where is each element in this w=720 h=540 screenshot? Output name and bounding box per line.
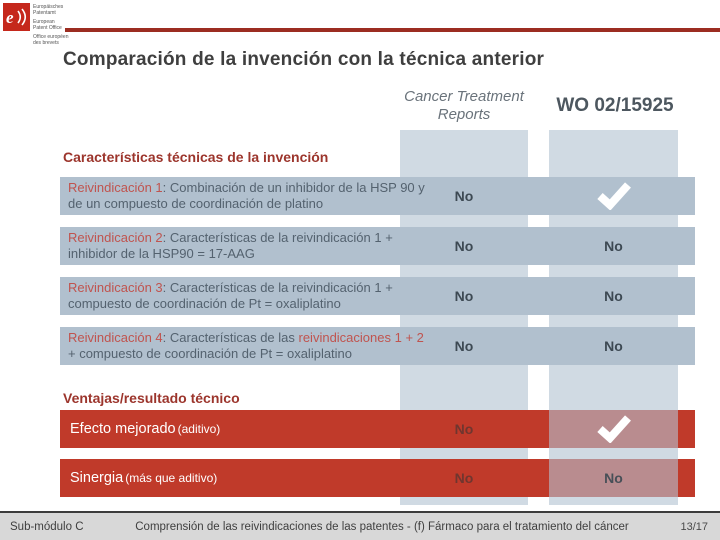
claim-body: : Combinación de un inhibidor de la HSP … (68, 180, 425, 211)
no-value: No (454, 338, 474, 354)
epo-logo: e (3, 3, 30, 31)
epo-logo-text: Europäisches Patentamt European Patent O… (33, 4, 69, 49)
no-value: No (454, 188, 474, 204)
cell-claim-3-wo: No (549, 277, 678, 315)
cell-claim-1-wo (549, 177, 678, 215)
section-header-advantages: Ventajas/resultado técnico (63, 390, 240, 406)
logo-line: des brevets (33, 40, 59, 46)
claim-label: Reivindicación 2 (68, 230, 163, 245)
logo-line: Patentamt (33, 10, 56, 16)
claim-2-text: Reivindicación 2: Características de la … (68, 230, 428, 262)
cell-claim-2-ctr: No (400, 227, 528, 265)
logo-line: Office européen (33, 34, 69, 40)
header-rule (65, 28, 720, 32)
no-value: No (604, 288, 623, 304)
claim-3-text: Reivindicación 3: Características de la … (68, 280, 428, 312)
svg-text:e: e (6, 8, 14, 27)
cell-claim-1-ctr: No (400, 177, 528, 215)
column-header-cancer-treatment-reports: Cancer Treatment Reports (404, 88, 524, 123)
footer-page-number: 13/17 (680, 520, 708, 533)
claim-4-text: Reivindicación 4: Características de las… (68, 330, 424, 361)
cell-claim-2-wo: No (549, 227, 678, 265)
column-header-wo-patent: WO 02/15925 (556, 95, 674, 116)
cell-claim-4-wo: No (549, 327, 678, 365)
table-row-improved-effect: Efecto mejorado (aditivo) No (60, 410, 695, 448)
claim-label: Reivindicación 1 (68, 180, 163, 195)
cell-advantage-1-ctr: No (400, 410, 528, 448)
table-row-claim-3: Reivindicación 3: Características de la … (60, 277, 695, 315)
no-value: No (454, 288, 474, 304)
table-row-claim-1: Reivindicación 1: Combinación de un inhi… (60, 177, 695, 215)
claim-body: : Características de la reivindicación 1… (68, 280, 393, 311)
cell-band-overlay (549, 459, 678, 497)
logo-line: Patent Office (33, 25, 62, 31)
cell-advantage-1-wo (549, 410, 678, 448)
table-row-claim-2: Reivindicación 2: Características de la … (60, 227, 695, 265)
cell-claim-3-ctr: No (400, 277, 528, 315)
table-row-claim-4: Reivindicación 4: Características de las… (60, 327, 695, 365)
check-icon (596, 182, 631, 210)
claim-label: Reivindicación 4 (68, 330, 163, 345)
logo-line: Europäisches (33, 4, 64, 10)
logo-line: European (33, 19, 55, 25)
no-value: No (454, 421, 474, 437)
footer-description: Comprensión de las reivindicaciones de l… (135, 520, 629, 533)
cell-advantage-2-wo: No (549, 459, 678, 497)
table-row-synergy: Sinergia (más que aditivo) No No (60, 459, 695, 497)
no-value: No (604, 338, 623, 354)
page-title: Comparación de la invención con la técni… (63, 49, 545, 70)
check-icon (596, 415, 631, 443)
no-value: No (454, 470, 474, 486)
epo-e-icon: e (6, 8, 27, 27)
no-value: No (604, 470, 623, 486)
cell-advantage-2-ctr: No (400, 459, 528, 497)
no-value: No (454, 238, 474, 254)
claim-body: : Características de las (162, 330, 299, 345)
advantage-2-text: Sinergia (más que aditivo) (70, 470, 218, 486)
claim-1-text: Reivindicación 1: Combinación de un inhi… (68, 180, 428, 212)
cell-claim-4-ctr: No (400, 327, 528, 365)
section-header-technical-features: Características técnicas de la invención (63, 149, 329, 165)
claim-body: : Características de la reivindicación 1… (68, 230, 393, 261)
no-value: No (604, 238, 623, 254)
footer-module-label: Sub-módulo C (10, 520, 84, 533)
footer-bar: Sub-módulo C Comprensión de las reivindi… (0, 511, 720, 540)
claim-label: Reivindicación 3 (68, 280, 163, 295)
advantage-1-text: Efecto mejorado (aditivo) (70, 421, 221, 437)
